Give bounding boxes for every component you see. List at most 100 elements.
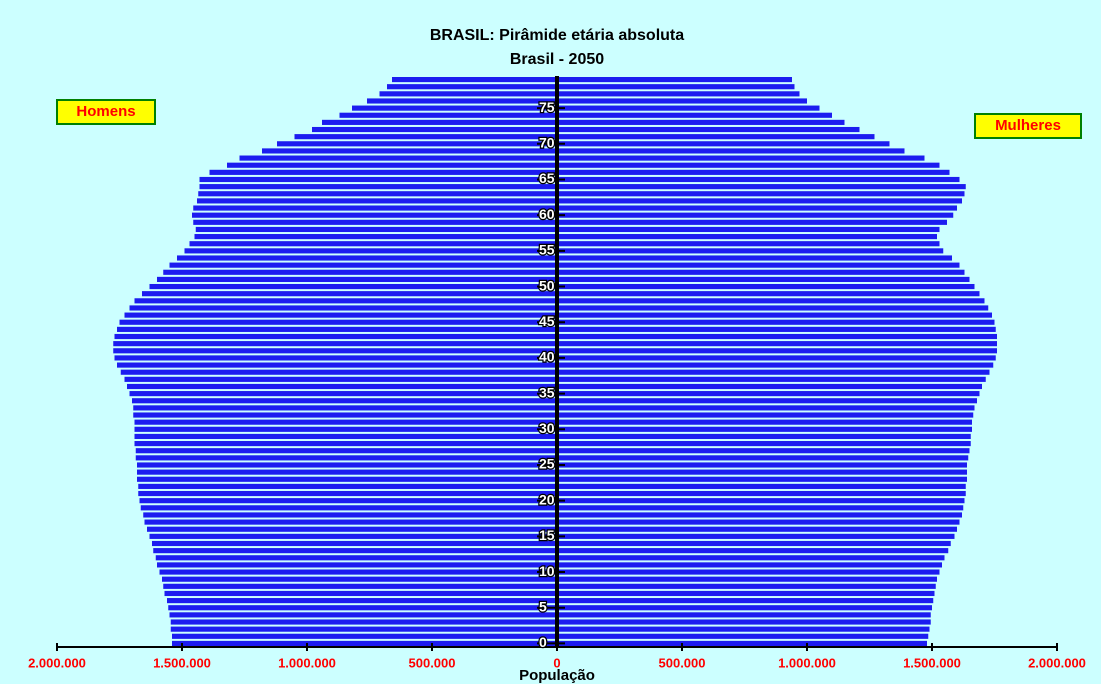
bar	[557, 405, 975, 411]
y-tick-label: 20	[539, 491, 555, 507]
bar	[557, 319, 995, 325]
bar	[557, 134, 875, 140]
bar	[557, 376, 986, 382]
x-tick-label: 0	[553, 655, 560, 670]
bar	[557, 112, 832, 118]
bar	[557, 369, 990, 375]
bar	[557, 626, 930, 632]
bar	[557, 312, 992, 318]
x-tick-label: 500.000	[409, 655, 456, 670]
bar	[557, 184, 966, 190]
bar	[139, 498, 557, 504]
x-tick-label: 1.000.000	[778, 655, 836, 670]
bar	[387, 84, 557, 90]
bar	[193, 219, 557, 225]
bar	[557, 498, 965, 504]
bar	[557, 419, 972, 425]
bar	[294, 134, 557, 140]
bar	[557, 383, 982, 390]
bar	[134, 433, 557, 440]
bar	[277, 141, 557, 147]
x-tick-label: 1.000.000	[278, 655, 336, 670]
bar	[557, 398, 977, 404]
y-tick-label: 25	[539, 456, 555, 472]
bar	[177, 255, 557, 261]
bar	[170, 626, 557, 632]
x-tick-label: 1.500.000	[153, 655, 211, 670]
bar	[557, 476, 967, 482]
bar	[557, 583, 936, 589]
bar	[164, 590, 557, 597]
bar	[557, 241, 940, 247]
bar	[170, 619, 557, 625]
bar	[114, 333, 557, 340]
bar	[557, 562, 942, 568]
y-tick-label: 0	[539, 634, 547, 650]
bar	[149, 283, 557, 290]
y-tick-label: 65	[539, 170, 555, 186]
bar	[557, 341, 997, 347]
bar	[557, 326, 996, 332]
bar	[557, 126, 860, 133]
bar	[155, 555, 557, 561]
bar	[137, 462, 557, 468]
bar	[159, 569, 557, 575]
bar	[557, 141, 890, 147]
bar	[172, 640, 557, 647]
bar	[557, 598, 934, 604]
bar	[557, 612, 931, 618]
bar	[113, 341, 557, 347]
bar	[557, 212, 954, 218]
bar	[557, 483, 966, 489]
bar	[133, 412, 557, 418]
bar	[557, 155, 925, 161]
bar	[189, 241, 557, 247]
bar	[557, 555, 945, 561]
bar	[339, 112, 557, 118]
bar	[557, 490, 966, 497]
bar	[352, 105, 557, 111]
bar	[557, 433, 971, 440]
bar	[557, 176, 960, 183]
bar	[172, 633, 557, 639]
bar	[143, 512, 557, 518]
bar	[557, 448, 970, 454]
legend-label: Homens	[76, 103, 135, 120]
bar	[149, 533, 557, 539]
bar	[152, 540, 557, 547]
bar	[169, 262, 557, 268]
y-tick-label: 35	[539, 384, 555, 400]
bar	[392, 76, 557, 83]
bar	[557, 540, 951, 547]
bar	[557, 462, 967, 468]
bar	[117, 362, 557, 368]
bar	[134, 298, 557, 304]
bar	[557, 262, 960, 268]
bar	[138, 483, 557, 489]
bar	[557, 441, 971, 447]
bar	[557, 148, 905, 154]
bar	[557, 548, 949, 554]
bar	[194, 234, 557, 240]
y-tick-label: 55	[539, 242, 555, 258]
bar	[239, 155, 557, 161]
bar	[199, 176, 557, 183]
bar	[129, 305, 557, 311]
bar	[557, 105, 820, 111]
y-tick-label: 40	[539, 349, 555, 365]
bar	[557, 605, 932, 611]
bar	[557, 590, 935, 597]
bar	[557, 426, 972, 432]
bar	[557, 348, 997, 354]
bar	[167, 598, 557, 604]
x-tick-label: 2.000.000	[1028, 655, 1086, 670]
bar	[557, 191, 965, 197]
bar	[142, 291, 557, 297]
bar	[162, 576, 557, 582]
bar	[147, 526, 557, 532]
bar	[322, 119, 557, 125]
bar	[557, 226, 940, 233]
bar	[153, 548, 557, 554]
bar	[184, 248, 557, 254]
bar	[157, 562, 557, 568]
